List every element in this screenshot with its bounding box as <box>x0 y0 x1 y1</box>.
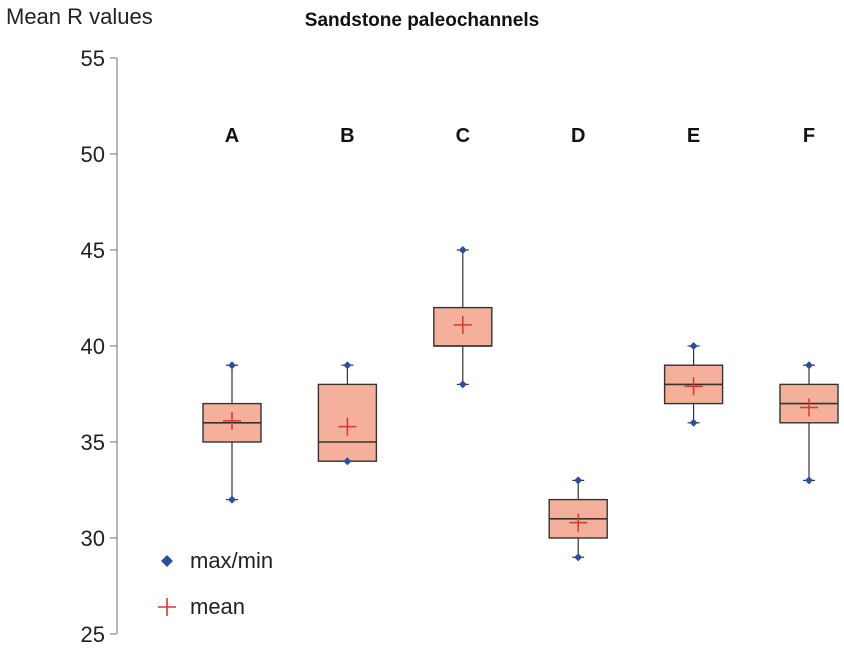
min-marker <box>343 457 352 466</box>
y-tick-label: 45 <box>81 238 105 263</box>
max-marker <box>689 342 698 350</box>
y-axis-label: Mean R values <box>6 4 153 29</box>
y-tick-label: 35 <box>81 430 105 455</box>
y-tick-label: 25 <box>81 622 105 647</box>
min-marker <box>689 418 698 427</box>
max-marker <box>228 361 236 370</box>
min-marker <box>228 495 236 504</box>
max-marker <box>343 361 352 370</box>
y-tick-label: 55 <box>81 46 105 71</box>
y-tick-label: 40 <box>81 334 105 359</box>
legend-item-maxmin: max/min <box>150 538 273 584</box>
min-marker <box>458 380 467 389</box>
legend-label-mean: mean <box>190 594 246 619</box>
category-label: F <box>803 125 815 147</box>
mean-cross-icon <box>150 597 184 617</box>
category-label: C <box>456 125 470 147</box>
min-marker <box>805 476 813 485</box>
max-marker <box>574 476 583 485</box>
y-tick-label: 50 <box>81 142 105 167</box>
chart-title: Sandstone paleochannels <box>304 10 540 31</box>
max-marker <box>805 361 813 370</box>
y-tick-label: 30 <box>81 526 105 551</box>
maxmin-diamond-icon <box>150 554 184 568</box>
legend: max/min mean <box>150 538 273 630</box>
category-label: A <box>225 125 239 147</box>
category-label: D <box>571 125 585 147</box>
max-marker <box>458 246 467 254</box>
category-label: B <box>340 125 354 147</box>
category-label: E <box>687 125 700 147</box>
legend-label-maxmin: max/min <box>190 548 274 573</box>
min-marker <box>574 553 583 562</box>
legend-item-mean: mean <box>150 584 273 630</box>
